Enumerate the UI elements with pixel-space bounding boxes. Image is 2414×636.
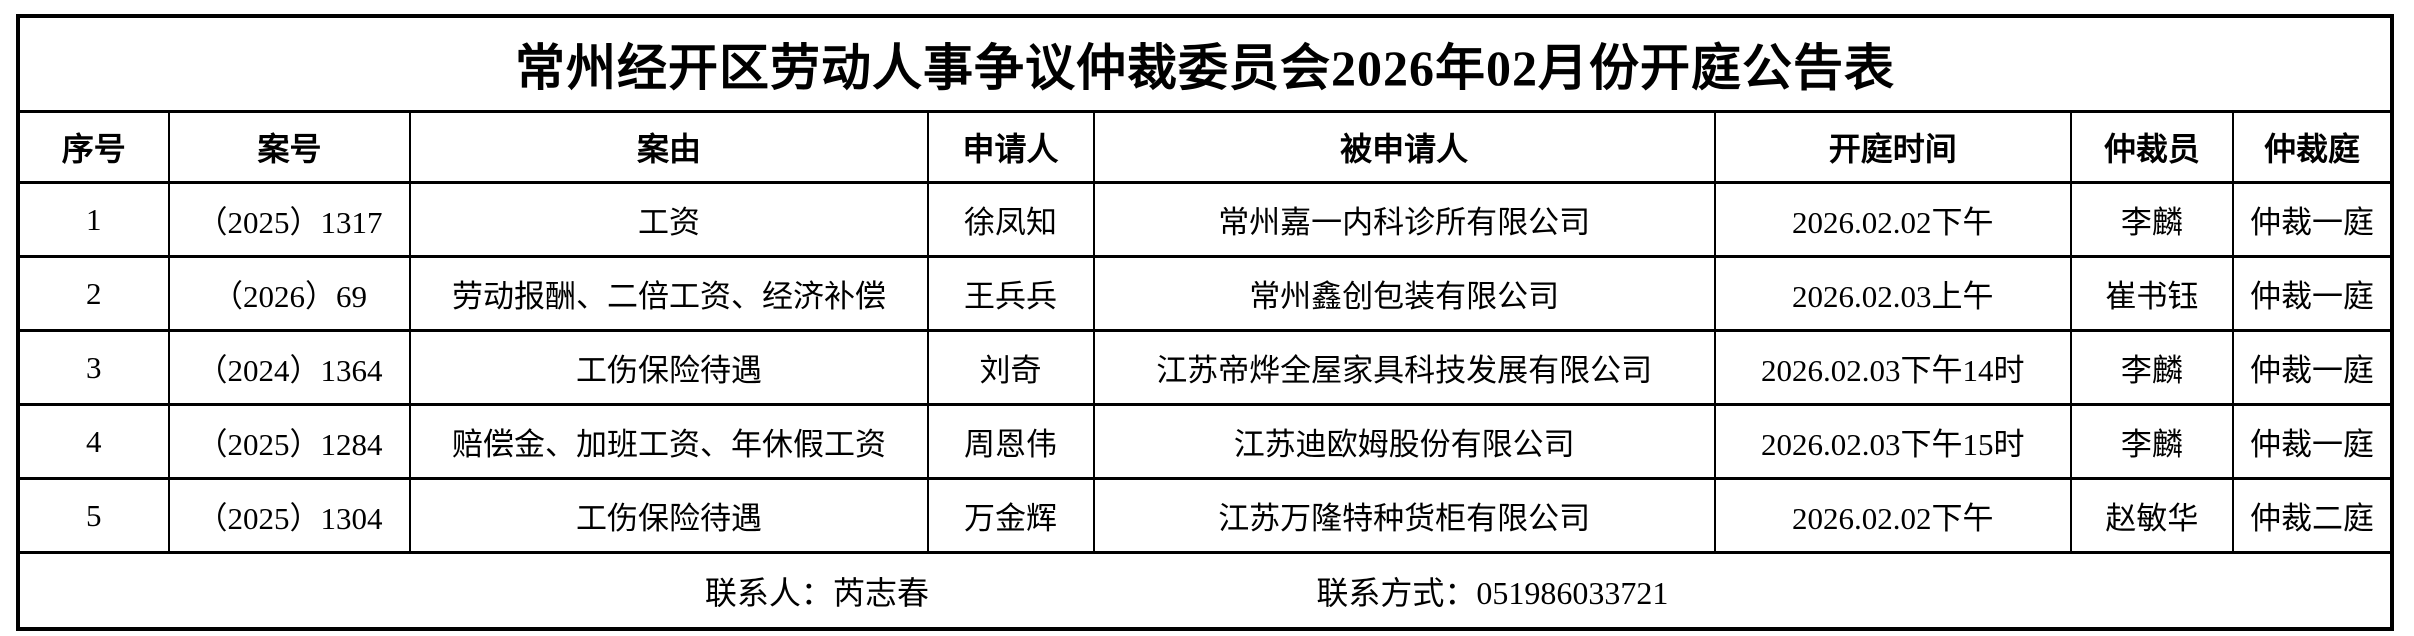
- contact-phone: 联系方式：051986033721: [1316, 568, 1668, 614]
- cell-cause: 赔偿金、加班工资、年休假工资: [409, 403, 929, 480]
- contact-person: 联系人：芮志春: [705, 568, 929, 614]
- cell-case-number: （2025）1317: [167, 181, 412, 258]
- cell-cause: 工资: [409, 181, 929, 258]
- cell-case-number: （2025）1304: [167, 477, 412, 554]
- column-header-tribunal: 仲裁庭: [2232, 110, 2393, 184]
- cell-respondent: 江苏迪欧姆股份有限公司: [1092, 403, 1716, 480]
- column-header-hearing-time: 开庭时间: [1713, 110, 2072, 184]
- cell-cause: 工伤保险待遇: [409, 477, 929, 554]
- cell-hearing-time: 2026.02.02下午: [1713, 477, 2072, 554]
- cell-respondent: 常州鑫创包装有限公司: [1092, 255, 1716, 332]
- cell-arbitrator: 李麟: [2069, 329, 2235, 406]
- cell-arbitrator: 李麟: [2069, 403, 2235, 480]
- cell-index: 4: [17, 403, 170, 480]
- cell-respondent: 江苏帝烨全屋家具科技发展有限公司: [1092, 329, 1716, 406]
- cell-applicant: 徐凤知: [926, 181, 1095, 258]
- cell-arbitrator: 崔书钰: [2069, 255, 2235, 332]
- cell-case-number: （2024）1364: [167, 329, 412, 406]
- column-header-arbitrator: 仲裁员: [2069, 110, 2235, 184]
- cell-case-number: （2025）1284: [167, 403, 412, 480]
- table-footer-cell: 联系人：芮志春 联系方式：051986033721: [17, 551, 2393, 631]
- table-row: 2 （2026）69 劳动报酬、二倍工资、经济补偿 王兵兵 常州鑫创包装有限公司 2026…: [17, 255, 2393, 332]
- cell-tribunal: 仲裁一庭: [2232, 181, 2393, 258]
- cell-respondent: 江苏万隆特种货柜有限公司: [1092, 477, 1716, 554]
- cell-applicant: 刘奇: [926, 329, 1095, 406]
- column-header-respondent: 被申请人: [1092, 110, 1716, 184]
- table-row: 4 （2025）1284 赔偿金、加班工资、年休假工资 周恩伟 江苏迪欧姆股份有限公司 2…: [17, 403, 2393, 480]
- cell-applicant: 周恩伟: [926, 403, 1095, 480]
- table-row: 3 （2024）1364 工伤保险待遇 刘奇 江苏帝烨全屋家具科技发展有限公司 2026.…: [17, 329, 2393, 406]
- cell-arbitrator: 李麟: [2069, 181, 2235, 258]
- cell-tribunal: 仲裁一庭: [2232, 403, 2393, 480]
- column-header-case-number: 案号: [167, 110, 412, 184]
- column-header-index: 序号: [17, 110, 170, 184]
- contact-person-name: 芮志春: [832, 574, 929, 611]
- cell-index: 3: [17, 329, 170, 406]
- contact-person-label: 联系人：: [704, 574, 833, 611]
- cell-hearing-time: 2026.02.03上午: [1713, 255, 2072, 332]
- page-title: 常州经开区劳动人事争议仲裁委员会2026年02月份开庭公告表: [17, 14, 2393, 113]
- cell-index: 5: [17, 477, 170, 554]
- cell-tribunal: 仲裁一庭: [2232, 329, 2393, 406]
- cell-cause: 工伤保险待遇: [409, 329, 929, 406]
- column-header-applicant: 申请人: [926, 110, 1095, 184]
- hearing-announcement-table: 常州经开区劳动人事争议仲裁委员会2026年02月份开庭公告表 序号 案号 案由 申请人…: [16, 14, 2394, 631]
- table-title-row: 常州经开区劳动人事争议仲裁委员会2026年02月份开庭公告表: [17, 14, 2393, 113]
- cell-respondent: 常州嘉一内科诊所有限公司: [1092, 181, 1716, 258]
- cell-hearing-time: 2026.02.02下午: [1713, 181, 2072, 258]
- table-header-row: 序号 案号 案由 申请人 被申请人 开庭时间 仲裁员 仲裁庭: [17, 110, 2393, 184]
- table-row: 1 （2025）1317 工资 徐凤知 常州嘉一内科诊所有限公司 2026.02.02下午…: [17, 181, 2393, 258]
- table-footer-row: 联系人：芮志春 联系方式：051986033721: [17, 551, 2393, 631]
- cell-tribunal: 仲裁一庭: [2232, 255, 2393, 332]
- cell-applicant: 万金辉: [926, 477, 1095, 554]
- contact-phone-label: 联系方式：: [1316, 574, 1477, 611]
- cell-tribunal: 仲裁二庭: [2232, 477, 2393, 554]
- cell-hearing-time: 2026.02.03下午15时: [1713, 403, 2072, 480]
- cell-applicant: 王兵兵: [926, 255, 1095, 332]
- cell-hearing-time: 2026.02.03下午14时: [1713, 329, 2072, 406]
- cell-index: 1: [17, 181, 170, 258]
- cell-case-number: （2026）69: [167, 255, 412, 332]
- cell-cause: 劳动报酬、二倍工资、经济补偿: [409, 255, 929, 332]
- cell-index: 2: [17, 255, 170, 332]
- contact-phone-number: 051986033721: [1476, 574, 1669, 611]
- column-header-cause: 案由: [409, 110, 929, 184]
- cell-arbitrator: 赵敏华: [2069, 477, 2235, 554]
- table-row: 5 （2025）1304 工伤保险待遇 万金辉 江苏万隆特种货柜有限公司 2026.02.…: [17, 477, 2393, 554]
